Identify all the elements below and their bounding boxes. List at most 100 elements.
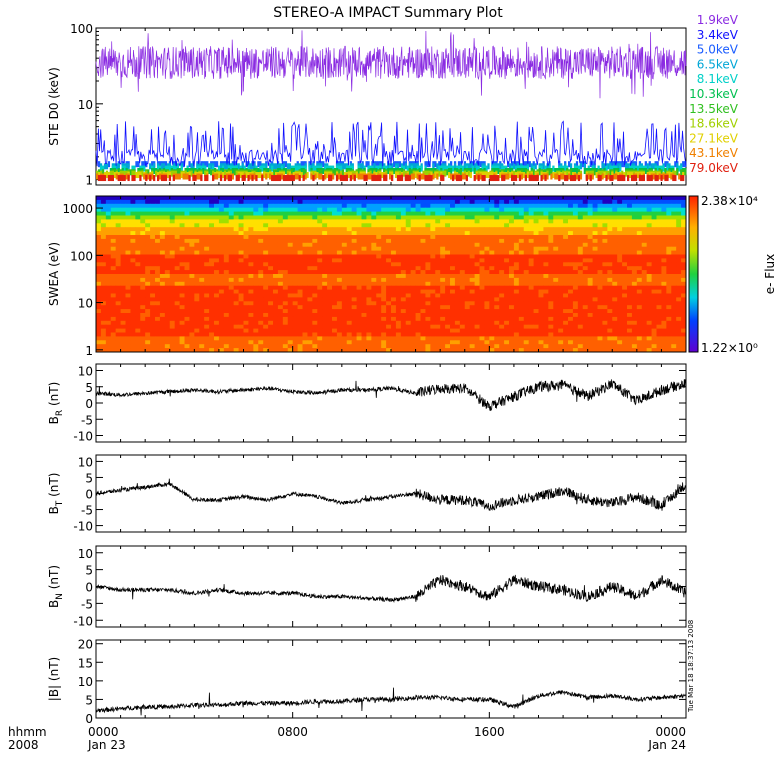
ste-band-cell — [371, 161, 374, 168]
swea-cell — [100, 203, 107, 209]
swea-cell — [327, 262, 333, 267]
swea-cell — [587, 274, 593, 279]
swea-cell — [469, 235, 475, 240]
swea-cell — [641, 293, 648, 298]
swea-cell — [459, 211, 466, 216]
ste-band-cell — [231, 173, 234, 180]
ste-band-cell — [607, 173, 610, 180]
swea-cell — [277, 305, 284, 310]
swea-cell — [445, 258, 451, 263]
ste-band-cell — [249, 173, 252, 180]
swea-cell — [105, 242, 112, 248]
swea-cell — [174, 270, 180, 275]
ste-band-cell — [615, 173, 618, 180]
swea-cell — [582, 235, 589, 240]
swea-cell — [602, 297, 608, 302]
swea-cell — [292, 227, 298, 232]
swea-cell — [105, 196, 112, 201]
swea-cell — [96, 246, 102, 251]
swea-cell — [410, 301, 416, 306]
swea-cell — [450, 227, 456, 232]
swea-cell — [253, 215, 259, 220]
swea-cell — [543, 305, 549, 310]
swea-cell — [499, 281, 505, 287]
swea-cell — [381, 223, 387, 228]
swea-cell — [386, 231, 392, 236]
swea-cell — [415, 254, 421, 259]
swea-cell — [533, 281, 539, 287]
swea-cell — [287, 258, 294, 263]
swea-cell — [410, 281, 416, 287]
swea-cell — [268, 289, 274, 294]
swea-cell — [622, 246, 628, 251]
swea-cell — [572, 211, 579, 216]
swea-cell — [577, 277, 584, 283]
swea-cell — [312, 270, 318, 275]
ste-band-cell — [247, 175, 250, 182]
swea-cell — [627, 289, 633, 294]
swea-cell — [159, 281, 166, 287]
swea-cell — [381, 289, 387, 294]
swea-cell — [302, 238, 308, 244]
swea-cell — [435, 246, 441, 251]
swea-cell — [479, 266, 485, 271]
swea-cell — [135, 285, 141, 290]
swea-cell — [100, 246, 107, 251]
ste-band-cell — [292, 168, 295, 175]
swea-cell — [243, 207, 249, 212]
swea-cell — [96, 235, 102, 240]
swea-cell — [292, 297, 298, 302]
swea-cell — [145, 223, 151, 228]
swea-cell — [189, 289, 195, 294]
swea-cell — [159, 203, 166, 209]
swea-cell — [327, 246, 333, 251]
swea-cell — [327, 277, 333, 283]
swea-cell — [513, 293, 520, 298]
swea-cell — [189, 215, 195, 220]
swea-cell — [617, 258, 623, 263]
ste-band-cell — [229, 175, 232, 182]
ste-band-cell — [613, 173, 616, 180]
swea-cell — [263, 227, 269, 232]
swea-cell — [651, 277, 657, 283]
ste-band-cell — [446, 169, 449, 176]
swea-cell — [258, 285, 264, 290]
swea-cell — [115, 219, 121, 224]
swea-cell — [410, 211, 416, 216]
swea-cell — [533, 238, 539, 244]
swea-cell — [440, 211, 446, 216]
swea-cell — [366, 203, 372, 209]
swea-cell — [430, 305, 436, 310]
ste-band-cell — [422, 173, 425, 180]
swea-cell — [548, 266, 554, 271]
swea-cell — [450, 211, 456, 216]
swea-cell — [174, 266, 180, 271]
ste-band-cell — [526, 172, 529, 179]
swea-cell — [189, 301, 195, 306]
ste-band-cell — [554, 173, 557, 180]
swea-cell — [238, 301, 244, 306]
swea-cell — [440, 277, 446, 283]
swea-cell — [223, 219, 230, 224]
swea-cell — [445, 215, 451, 220]
swea-cell — [563, 207, 569, 212]
swea-cell — [130, 285, 136, 290]
ste-band-cell — [320, 169, 323, 176]
swea-cell — [346, 297, 353, 302]
ste-band-cell — [147, 173, 150, 180]
swea-cell — [169, 274, 176, 279]
swea-cell — [223, 196, 230, 201]
swea-cell — [287, 211, 294, 216]
swea-cell — [155, 238, 161, 244]
swea-cell — [410, 262, 416, 267]
ste-band-cell — [221, 172, 225, 179]
swea-cell — [671, 211, 677, 216]
swea-cell — [164, 250, 171, 255]
swea-cell — [307, 305, 313, 310]
ste-band-cell — [335, 175, 339, 182]
swea-cell — [248, 203, 254, 209]
swea-cell — [454, 211, 461, 216]
swea-cell — [292, 235, 298, 240]
swea-cell — [636, 196, 643, 201]
ste-band-cell — [105, 172, 109, 179]
